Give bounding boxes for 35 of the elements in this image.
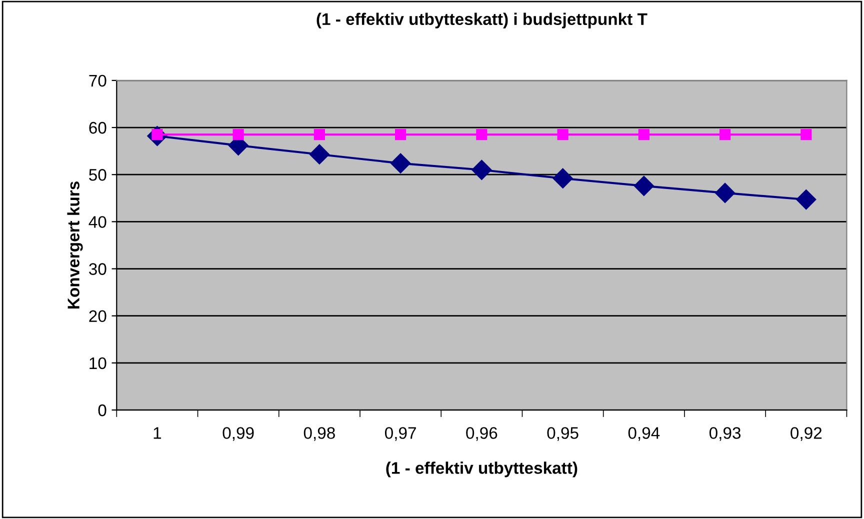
- point: [476, 129, 488, 140]
- y-tick-label: 20: [89, 310, 106, 322]
- x-tick-label: 0,95: [547, 427, 578, 441]
- point: [796, 190, 816, 210]
- y-tick-label: 70: [89, 74, 106, 87]
- point: [390, 153, 411, 174]
- x-tick-label: 0,98: [304, 427, 335, 441]
- y-tick-label: 60: [89, 122, 106, 134]
- point: [715, 182, 736, 203]
- x-tick-label: 0,93: [709, 427, 741, 441]
- x-tick-label: 0,96: [466, 427, 498, 441]
- chart-title: (1 - effektiv utbytteskatt) i budsjettpunkt T: [316, 12, 648, 28]
- point: [800, 129, 812, 140]
- y-tick-label: 40: [88, 216, 106, 228]
- point: [309, 144, 330, 164]
- point: [552, 168, 573, 188]
- point: [634, 176, 654, 196]
- x-tick-label: 0,94: [628, 427, 660, 441]
- y-tick-label: 30: [89, 263, 106, 275]
- y-tick-label: 50: [89, 169, 106, 181]
- point: [314, 129, 325, 140]
- point: [719, 129, 731, 140]
- x-tick-label: 0,97: [384, 427, 416, 441]
- y-axis-title: Konvergert kurs: [67, 182, 83, 308]
- point: [232, 129, 244, 140]
- point: [557, 129, 568, 140]
- y-tick-label: 10: [90, 357, 106, 370]
- x-tick-label: 1: [154, 427, 162, 439]
- y-tick-label: 0: [98, 404, 106, 416]
- x-tick-label: 0,92: [790, 427, 822, 441]
- point: [638, 129, 650, 140]
- point: [472, 160, 492, 180]
- point: [395, 129, 406, 140]
- x-axis-title: (1 - effektiv utbytteskatt): [386, 462, 578, 478]
- x-tick-label: 0,99: [222, 427, 254, 441]
